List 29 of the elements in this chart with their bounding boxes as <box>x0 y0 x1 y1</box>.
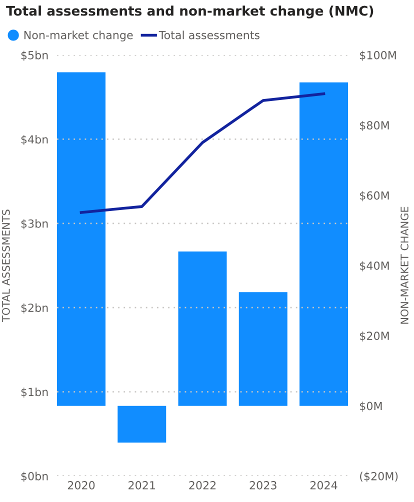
x-tick-label: 2021 <box>128 481 155 490</box>
y2-tick-label: $40M <box>360 261 389 272</box>
bar <box>300 82 348 406</box>
legend-label: Total assessments <box>158 30 260 40</box>
y2-tick-label: ($20M) <box>360 472 398 482</box>
x-tick-label: 2023 <box>250 481 276 490</box>
y-axis-title: TOTAL ASSESSMENTS <box>2 210 10 322</box>
y-tick-label: $3bn <box>21 219 48 230</box>
y2-tick-label: $0M <box>360 402 382 412</box>
x-tick-label: 2022 <box>189 481 216 490</box>
bar <box>118 406 166 443</box>
bar <box>238 292 288 406</box>
x-tick-label: 2020 <box>68 481 95 490</box>
bar <box>57 72 106 406</box>
y-tick-label: $2bn <box>21 303 48 314</box>
bar <box>178 251 227 406</box>
y2-tick-label: $100M <box>360 50 396 61</box>
chart-title: Total assessments and non-market change (NMC) <box>6 6 374 18</box>
legend-label: Non-market change <box>24 30 133 42</box>
y2-axis-title: NON-MARKET CHANGE <box>400 206 408 324</box>
x-tick-label: 2024 <box>310 481 338 490</box>
y-tick-label: $1bn <box>21 388 48 398</box>
y-tick-label: $4bn <box>21 134 48 146</box>
y-tick-label: $5bn <box>21 50 48 61</box>
y2-tick-label: $60M <box>360 191 389 202</box>
y-tick-label: $0bn <box>21 472 48 482</box>
y2-tick-label: $20M <box>360 331 389 342</box>
y2-tick-label: $80M <box>360 120 389 132</box>
line-series <box>80 92 326 214</box>
